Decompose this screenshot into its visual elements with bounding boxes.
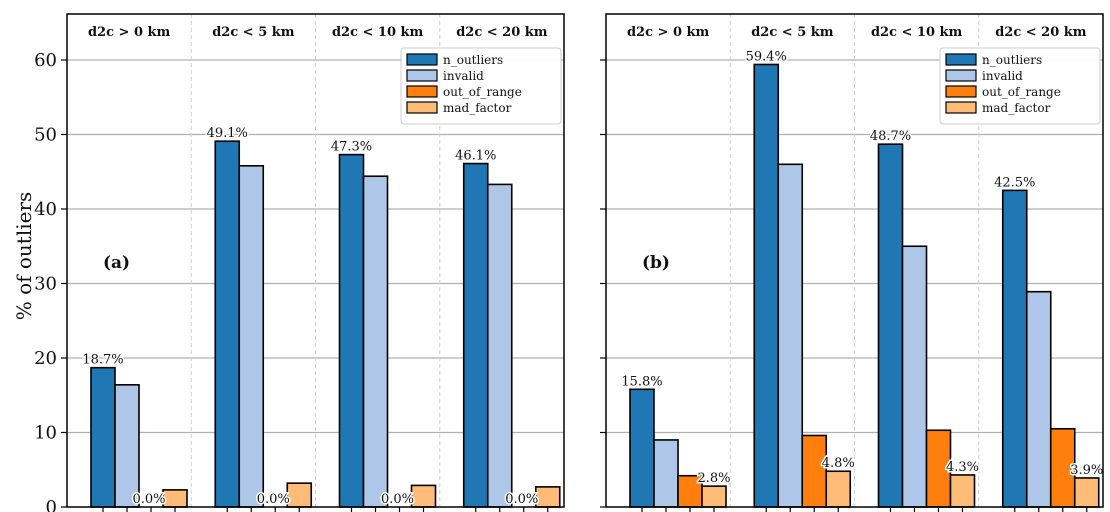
legend-label-out-of-range: out_of_range — [443, 85, 522, 99]
bar-n-outliers — [90, 366, 116, 508]
legend-label-mad-factor: mad_factor — [982, 101, 1051, 115]
legend-label-out-of-range: out_of_range — [982, 85, 1061, 99]
legend-swatch-invalid — [406, 69, 438, 82]
legend-swatch-out-of-range — [406, 85, 438, 98]
legend-swatch-n-outliers — [945, 53, 977, 66]
bar-out-of-range — [677, 474, 703, 508]
bar-invalid — [238, 164, 265, 508]
group-title-3: d2c < 20 km — [456, 25, 548, 40]
y-tick-label: 10 — [34, 423, 57, 444]
legend-label-n-outliers: n_outliers — [443, 53, 503, 67]
bar-n-outliers — [877, 143, 904, 508]
legend-swatch-mad-factor — [945, 101, 977, 114]
bar-invalid — [1025, 290, 1052, 508]
panel-tag: (b) — [642, 253, 670, 273]
data-label: 3.9% — [1070, 463, 1103, 478]
bar-n-outliers — [1001, 189, 1028, 508]
bar-mad-factor — [534, 486, 561, 508]
legend — [939, 47, 1101, 125]
data-label: 46.1% — [455, 149, 496, 164]
y-tick-label: 40 — [34, 199, 57, 220]
y-tick-label: 50 — [34, 125, 57, 146]
bar-n-outliers — [214, 140, 241, 508]
y-tick-label: 0 — [46, 497, 57, 512]
legend-label-invalid: invalid — [443, 69, 484, 83]
bar-n-outliers — [629, 388, 655, 508]
data-label: 0.0% — [381, 492, 414, 507]
y-tick-label: 20 — [34, 348, 57, 369]
data-label: 59.4% — [746, 49, 787, 64]
data-label: 49.1% — [207, 126, 248, 141]
group-title-1: d2c < 5 km — [212, 25, 295, 40]
data-label: 2.8% — [697, 471, 730, 486]
panel-frame — [66, 13, 565, 508]
y-tick-label: 60 — [34, 50, 57, 71]
data-label: 4.3% — [946, 460, 979, 475]
data-label: 18.7% — [82, 353, 123, 368]
bar-out-of-range — [925, 429, 952, 508]
bar-mad-factor — [162, 489, 188, 508]
bar-invalid — [653, 439, 679, 508]
data-label: 0.0% — [257, 492, 290, 507]
data-label: 0.0% — [505, 492, 538, 507]
bar-n-outliers — [753, 63, 780, 508]
group-title-1: d2c < 5 km — [751, 25, 834, 40]
bar-invalid — [901, 245, 928, 508]
bar-mad-factor — [410, 484, 437, 508]
legend — [400, 47, 562, 125]
y-axis-label: % of outliers — [12, 192, 36, 321]
legend-label-invalid: invalid — [982, 69, 1023, 83]
bar-n-outliers — [462, 162, 489, 508]
legend-swatch-n-outliers — [406, 53, 438, 66]
bar-mad-factor — [825, 470, 852, 508]
panel-tag: (a) — [103, 253, 130, 273]
bar-mad-factor — [701, 485, 727, 508]
legend-swatch-invalid — [945, 69, 977, 82]
group-title-3: d2c < 20 km — [995, 25, 1087, 40]
bar-mad-factor — [286, 482, 313, 508]
group-title-0: d2c > 0 km — [627, 25, 710, 40]
data-label: 47.3% — [331, 140, 372, 155]
legend-label-n-outliers: n_outliers — [982, 53, 1042, 67]
legend-swatch-mad-factor — [406, 101, 438, 114]
legend-swatch-out-of-range — [945, 85, 977, 98]
bar-mad-factor — [1073, 477, 1100, 508]
group-title-2: d2c < 10 km — [332, 25, 424, 40]
group-title-2: d2c < 10 km — [871, 25, 963, 40]
bar-invalid — [362, 175, 389, 508]
bar-invalid — [486, 183, 513, 508]
legend-label-mad-factor: mad_factor — [443, 101, 512, 115]
group-title-0: d2c > 0 km — [88, 25, 171, 40]
data-label: 15.8% — [621, 374, 662, 389]
data-label: 0.0% — [132, 492, 165, 507]
bar-invalid — [114, 384, 140, 508]
bar-invalid — [777, 163, 804, 508]
data-label: 4.8% — [822, 456, 855, 471]
data-label: 48.7% — [870, 129, 911, 144]
bar-out-of-range — [1049, 427, 1076, 508]
bar-n-outliers — [338, 153, 365, 508]
panel-frame — [605, 13, 1104, 508]
bar-mad-factor — [949, 474, 976, 508]
data-label: 42.5% — [994, 175, 1035, 190]
y-tick-label: 30 — [34, 274, 57, 295]
